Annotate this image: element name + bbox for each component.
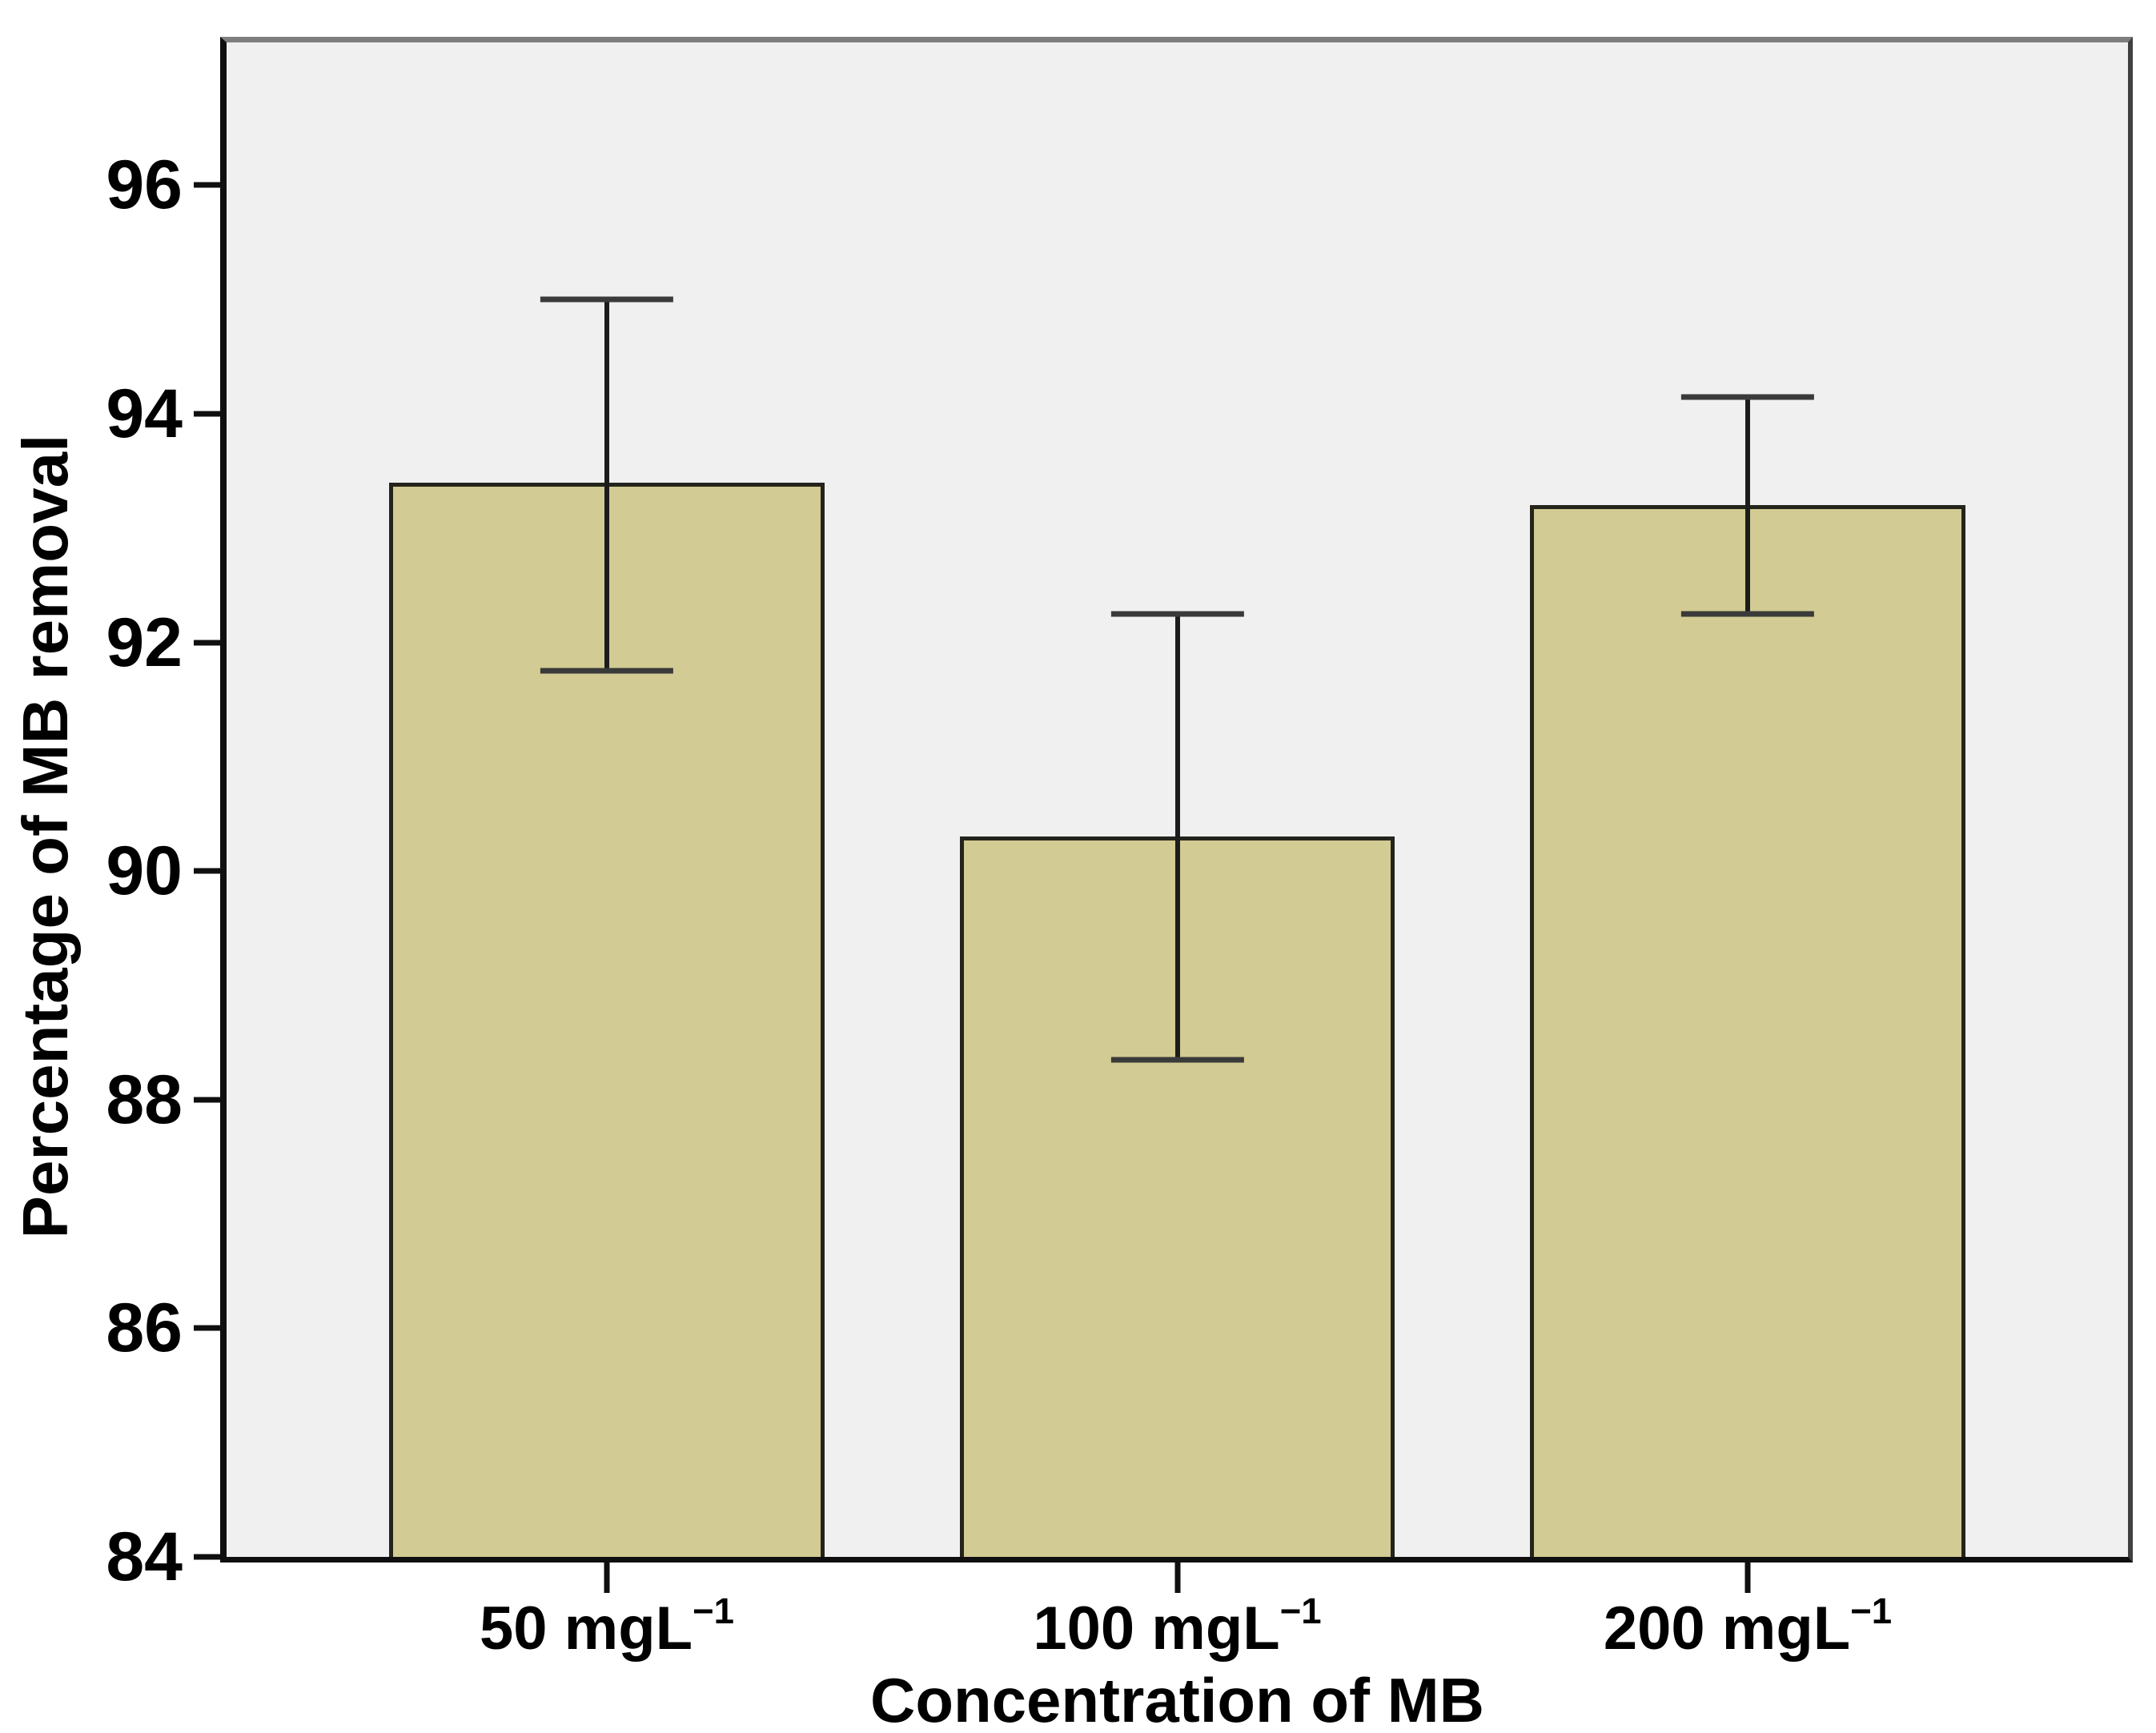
x-tick-mark (1174, 1557, 1180, 1593)
y-tick-label: 90 (106, 832, 183, 910)
error-bar-cap (1110, 611, 1244, 617)
y-tick-mark (194, 411, 220, 417)
error-bar-line (1745, 396, 1750, 614)
error-bar-cap (1680, 611, 1815, 617)
x-tick-mark (604, 1557, 610, 1593)
y-tick-label: 92 (106, 604, 183, 681)
error-bar-cap (1110, 1057, 1244, 1063)
error-bar-cap (540, 668, 674, 674)
x-category-label: 50 mgL−1 (479, 1590, 735, 1663)
x-tick-mark (1744, 1557, 1751, 1593)
y-tick-label: 86 (106, 1290, 183, 1367)
error-bar-line (604, 299, 609, 672)
y-tick-mark (194, 1325, 220, 1331)
y-tick-mark (194, 1554, 220, 1560)
bar (1530, 505, 1965, 1557)
y-tick-mark (194, 640, 220, 646)
error-bar-line (1174, 613, 1180, 1060)
y-axis-title: Percentage of MB removal (10, 434, 81, 1239)
y-tick-mark (194, 1097, 220, 1103)
error-bar-cap (540, 296, 674, 303)
error-bar-cap (1680, 394, 1815, 400)
x-category-label: 200 mgL−1 (1603, 1590, 1893, 1663)
y-tick-mark (194, 182, 220, 188)
y-tick-label: 84 (106, 1518, 183, 1595)
x-axis-title: Concentration of MB (870, 1665, 1484, 1733)
y-tick-label: 96 (106, 146, 183, 224)
x-category-label: 100 mgL−1 (1033, 1590, 1322, 1663)
y-tick-label: 88 (106, 1061, 183, 1138)
y-tick-mark (194, 868, 220, 874)
y-tick-label: 94 (106, 375, 183, 453)
plot-area: Concentration of MB 84 86 88 90 92 94 96 50 mgL… (106, 37, 2133, 1731)
